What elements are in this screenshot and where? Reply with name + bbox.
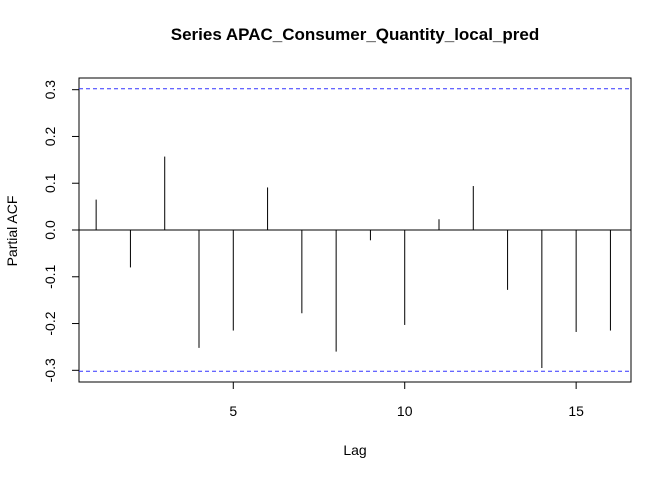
- y-tick-label: -0.1: [42, 264, 58, 288]
- x-tick-label: 15: [568, 403, 584, 419]
- y-tick-label: 0.2: [42, 127, 58, 147]
- x-axis-label: Lag: [343, 442, 366, 458]
- x-tick-label: 5: [229, 403, 237, 419]
- x-tick-label: 10: [397, 403, 413, 419]
- y-tick-label: 0.3: [42, 80, 58, 100]
- y-tick-label: -0.3: [42, 358, 58, 382]
- y-tick-label: 0.0: [42, 220, 58, 240]
- y-axis-label: Partial ACF: [4, 196, 20, 267]
- chart-title: Series APAC_Consumer_Quantity_local_pred: [171, 25, 539, 44]
- y-tick-label: -0.2: [42, 311, 58, 335]
- y-tick-label: 0.1: [42, 173, 58, 193]
- plot-marks: 5 10 15 -0.3 -0.2 -0.1 0.0 0.1 0.2 0.3: [42, 80, 631, 419]
